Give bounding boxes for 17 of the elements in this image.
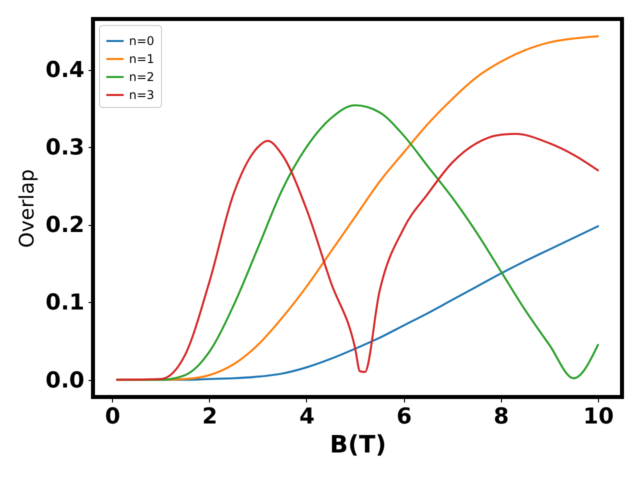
y-tick-label: 0.3 [46,136,84,161]
x-tick-label: 10 [583,404,614,430]
legend-label: n=0 [129,34,154,48]
x-tick-label: 6 [396,404,412,430]
y-tick-label: 0.2 [46,213,84,238]
x-tick-label: 8 [494,404,509,430]
legend-label: n=2 [129,70,154,84]
x-tick-label: 0 [105,404,120,430]
x-tick-label: 2 [202,404,218,430]
x-tick-label: 4 [299,404,315,430]
y-axis-title: Overlap [14,169,39,248]
y-tick-label: 0.1 [46,290,84,316]
x-axis-title: B(T) [330,430,386,458]
legend-label: n=1 [129,52,154,66]
y-tick-label: 0.4 [46,58,84,84]
legend-label: n=3 [129,88,154,102]
y-tick-label: 0.0 [46,368,84,394]
